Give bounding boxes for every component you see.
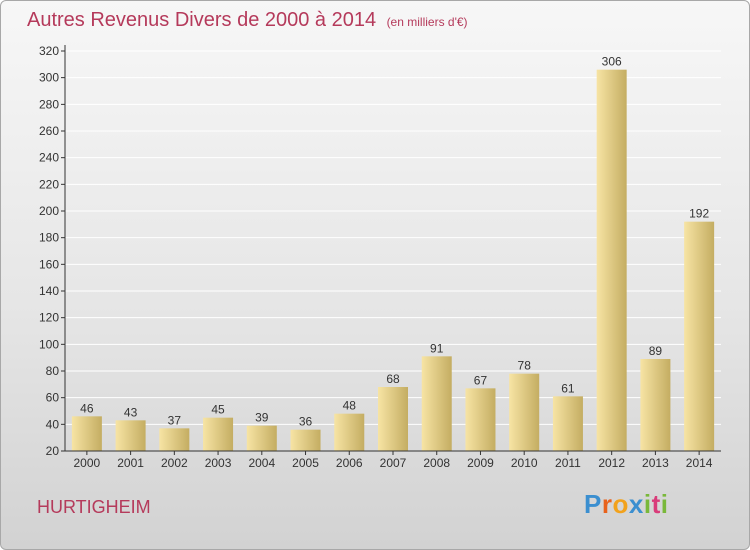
data-label: 46 [80, 401, 94, 415]
data-label: 37 [168, 413, 182, 427]
logo-letter: i [643, 489, 652, 519]
y-tick-label: 80 [46, 364, 60, 378]
x-tick-label: 2014 [686, 456, 713, 470]
x-tick-label: 2008 [423, 456, 450, 470]
data-label: 45 [211, 403, 225, 417]
x-tick-label: 2003 [205, 456, 232, 470]
bar [684, 221, 715, 451]
data-label: 61 [561, 381, 575, 395]
bar [640, 359, 671, 451]
x-tick-label: 2009 [467, 456, 494, 470]
x-tick-label: 2000 [74, 456, 101, 470]
data-label: 306 [602, 55, 622, 69]
data-label: 39 [255, 411, 269, 425]
y-tick-label: 200 [39, 204, 59, 218]
x-tick-label: 2004 [248, 456, 275, 470]
bar [596, 69, 627, 452]
logo-letter: o [612, 489, 629, 519]
data-label: 43 [124, 405, 138, 419]
y-tick-label: 260 [39, 124, 59, 138]
y-tick-label: 120 [39, 311, 59, 325]
y-tick-label: 100 [39, 337, 59, 351]
bar [203, 417, 234, 451]
data-label: 68 [386, 372, 400, 386]
bar [159, 428, 190, 451]
data-label: 192 [689, 207, 709, 221]
bar [509, 373, 540, 451]
commune-name: HURTIGHEIM [37, 497, 151, 517]
x-tick-label: 2013 [642, 456, 669, 470]
bar [378, 387, 408, 451]
x-tick-label: 2002 [161, 456, 188, 470]
bar [421, 356, 452, 451]
x-tick-label: 2011 [555, 456, 581, 470]
labels: 20 40 60 80 100 120 140 160 180 200 220 240 260 280 30… [39, 44, 713, 470]
data-label: 67 [474, 373, 488, 387]
bar [290, 429, 321, 451]
y-tick-label: 220 [39, 177, 59, 191]
x-tick-label: 2005 [292, 456, 319, 470]
y-tick-label: 60 [46, 391, 60, 405]
data-label: 36 [299, 415, 313, 429]
y-tick-label: 40 [46, 417, 60, 431]
bar [71, 416, 102, 451]
logo-letter: i [660, 489, 669, 519]
x-tick-label: 2006 [336, 456, 363, 470]
bar [115, 420, 146, 451]
y-tick-label: 240 [39, 151, 59, 165]
data-label: 91 [430, 341, 444, 355]
logo-letter: r [601, 489, 613, 519]
y-tick-label: 320 [39, 44, 59, 58]
y-tick-label: 20 [46, 444, 60, 458]
bar [552, 396, 583, 451]
x-tick-label: 2012 [598, 456, 625, 470]
bar [334, 413, 365, 451]
logo-letter: x [628, 489, 644, 519]
bar [246, 425, 277, 451]
bar [465, 388, 496, 451]
data-label: 48 [343, 399, 357, 413]
chart-title-unit: (en milliers d'€) [386, 15, 468, 29]
x-tick-label: 2010 [511, 456, 538, 470]
x-tick-label: 2001 [117, 456, 144, 470]
data-label: 89 [649, 344, 663, 358]
y-tick-label: 180 [39, 231, 59, 245]
axes [61, 45, 721, 455]
bars [71, 69, 715, 452]
logo-letter: t [651, 489, 661, 519]
x-tick-label: 2007 [380, 456, 407, 470]
y-tick-label: 300 [39, 71, 59, 85]
proxiti-logo: Proxiti [584, 489, 668, 520]
y-tick-label: 140 [39, 284, 59, 298]
logo-letter: P [584, 489, 602, 519]
data-label: 78 [518, 359, 532, 373]
chart-title: Autres Revenus Divers de 2000 à 2014 (en… [27, 9, 468, 32]
y-tick-label: 280 [39, 97, 59, 111]
y-tick-label: 160 [39, 257, 59, 271]
chart-title-main: Autres Revenus Divers de 2000 à 2014 [27, 9, 377, 31]
